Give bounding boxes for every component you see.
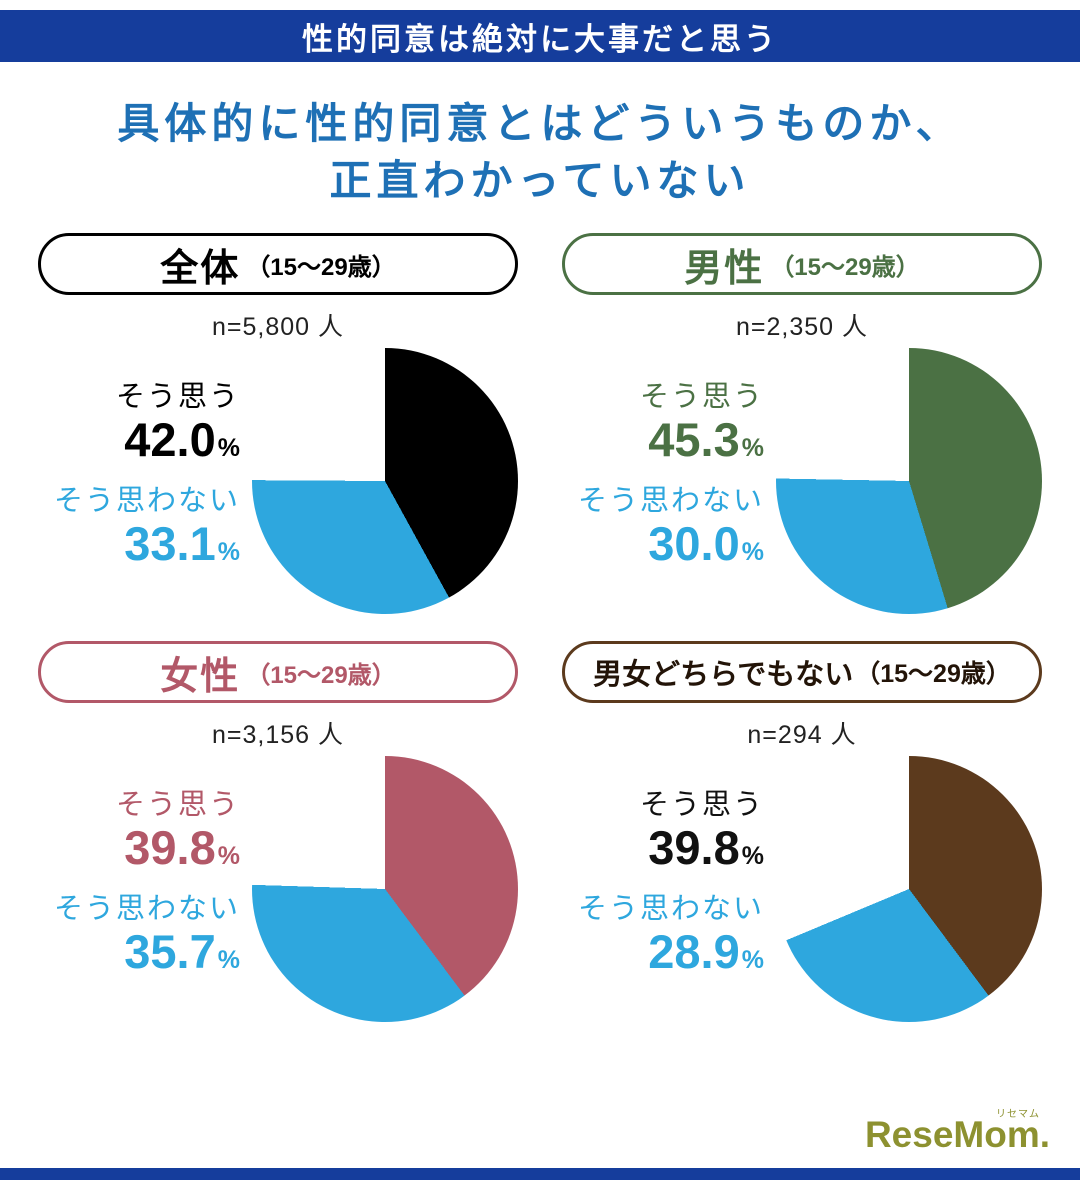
chart-row: そう思う 45.3% そう思わない 30.0% (562, 345, 1042, 617)
bottom-bar (0, 1168, 1080, 1180)
page-title-line2: 正直わかっていない (329, 156, 751, 204)
slice-labels: そう思う 42.0% そう思わない 33.1% (38, 373, 252, 571)
group-pill: 女性 （15〜29歳） (38, 641, 518, 704)
disagree-value: 28.9 (648, 925, 740, 979)
group-label: 全体 (160, 247, 241, 290)
group-age-label: （15〜29歳） (246, 661, 396, 689)
disagree-percentage: 28.9% (562, 925, 764, 979)
group-label: 男女どちらでもない (593, 659, 854, 692)
top-banner: 性的同意は絶対に大事だと思う (0, 10, 1080, 62)
group-label: 男性 (684, 247, 765, 290)
disagree-label: そう思わない (577, 893, 764, 926)
disagree-value: 35.7 (124, 925, 216, 979)
sample-size: n=3,156 人 (211, 721, 344, 750)
agree-percent-sign: % (217, 433, 240, 462)
agree-label: そう思う (639, 788, 764, 821)
sample-size: n=294 人 (747, 721, 857, 750)
agree-percent-sign: % (741, 433, 764, 462)
disagree-value: 30.0 (648, 517, 740, 571)
agree-value: 42.0 (124, 412, 216, 466)
group-pill: 全体 （15〜29歳） (38, 233, 518, 296)
agree-label: そう思う (115, 788, 240, 821)
group-pill: 男性 （15〜29歳） (562, 233, 1042, 296)
resemom-logo: リセマム ReseMom. (864, 1109, 1050, 1156)
resemom-logo-ruby: リセマム (996, 1109, 1040, 1120)
pie-chart (776, 348, 1042, 615)
agree-value: 45.3 (648, 412, 740, 466)
slice-labels: そう思う 39.8% そう思わない 35.7% (38, 781, 252, 979)
survey-panel: 女性 （15〜29歳） n=3,156 人 そう思う 39.8% そう思わない … (38, 641, 518, 1025)
resemom-logo-text: ReseMom. (864, 1114, 1050, 1155)
disagree-percent-sign: % (741, 538, 764, 567)
group-age-label: （15〜29歳） (855, 660, 1011, 689)
survey-panel: 男性 （15〜29歳） n=2,350 人 そう思う 45.3% そう思わない … (562, 233, 1042, 617)
pie-chart (252, 756, 518, 1023)
disagree-value: 33.1 (124, 517, 216, 571)
banner-title: 性的同意は絶対に大事だと思う (302, 21, 778, 57)
sample-size: n=2,350 人 (735, 313, 868, 342)
survey-panel: 男女どちらでもない （15〜29歳） n=294 人 そう思う 39.8% そう… (562, 641, 1042, 1025)
disagree-percent-sign: % (217, 538, 240, 567)
page-title: 具体的に性的同意とはどういうものか、 正直わかっていない (0, 96, 1080, 209)
group-age-label: （15〜29歳） (770, 253, 920, 281)
agree-label: そう思う (639, 380, 764, 413)
agree-percent-sign: % (741, 841, 764, 870)
panels: 全体 （15〜29歳） n=5,800 人 そう思う 42.0% そう思わない … (38, 233, 1042, 1025)
slice-labels: そう思う 45.3% そう思わない 30.0% (562, 373, 776, 571)
slice-labels: そう思う 39.8% そう思わない 28.9% (562, 781, 776, 979)
disagree-label: そう思わない (53, 485, 240, 518)
agree-value: 39.8 (124, 820, 216, 874)
disagree-percent-sign: % (741, 946, 764, 975)
agree-label: そう思う (115, 380, 240, 413)
agree-percentage: 45.3% (562, 412, 764, 466)
agree-value: 39.8 (648, 820, 740, 874)
agree-percentage: 39.8% (562, 820, 764, 874)
disagree-percentage: 30.0% (562, 517, 764, 571)
group-label: 女性 (160, 655, 241, 698)
sample-size: n=5,800 人 (211, 313, 344, 342)
agree-percent-sign: % (217, 841, 240, 870)
disagree-percent-sign: % (217, 946, 240, 975)
group-pill: 男女どちらでもない （15〜29歳） (562, 641, 1042, 704)
group-age-label: （15〜29歳） (246, 253, 396, 281)
survey-panel: 全体 （15〜29歳） n=5,800 人 そう思う 42.0% そう思わない … (38, 233, 518, 617)
disagree-percentage: 35.7% (38, 925, 240, 979)
disagree-label: そう思わない (53, 893, 240, 926)
chart-row: そう思う 39.8% そう思わない 35.7% (38, 753, 518, 1025)
pie-chart (252, 348, 518, 615)
disagree-label: そう思わない (577, 485, 764, 518)
agree-percentage: 42.0% (38, 412, 240, 466)
page-title-line1: 具体的に性的同意とはどういうものか、 (117, 100, 963, 147)
agree-percentage: 39.8% (38, 820, 240, 874)
disagree-percentage: 33.1% (38, 517, 240, 571)
chart-row: そう思う 39.8% そう思わない 28.9% (562, 753, 1042, 1025)
pie-chart (776, 756, 1042, 1023)
chart-row: そう思う 42.0% そう思わない 33.1% (38, 345, 518, 617)
